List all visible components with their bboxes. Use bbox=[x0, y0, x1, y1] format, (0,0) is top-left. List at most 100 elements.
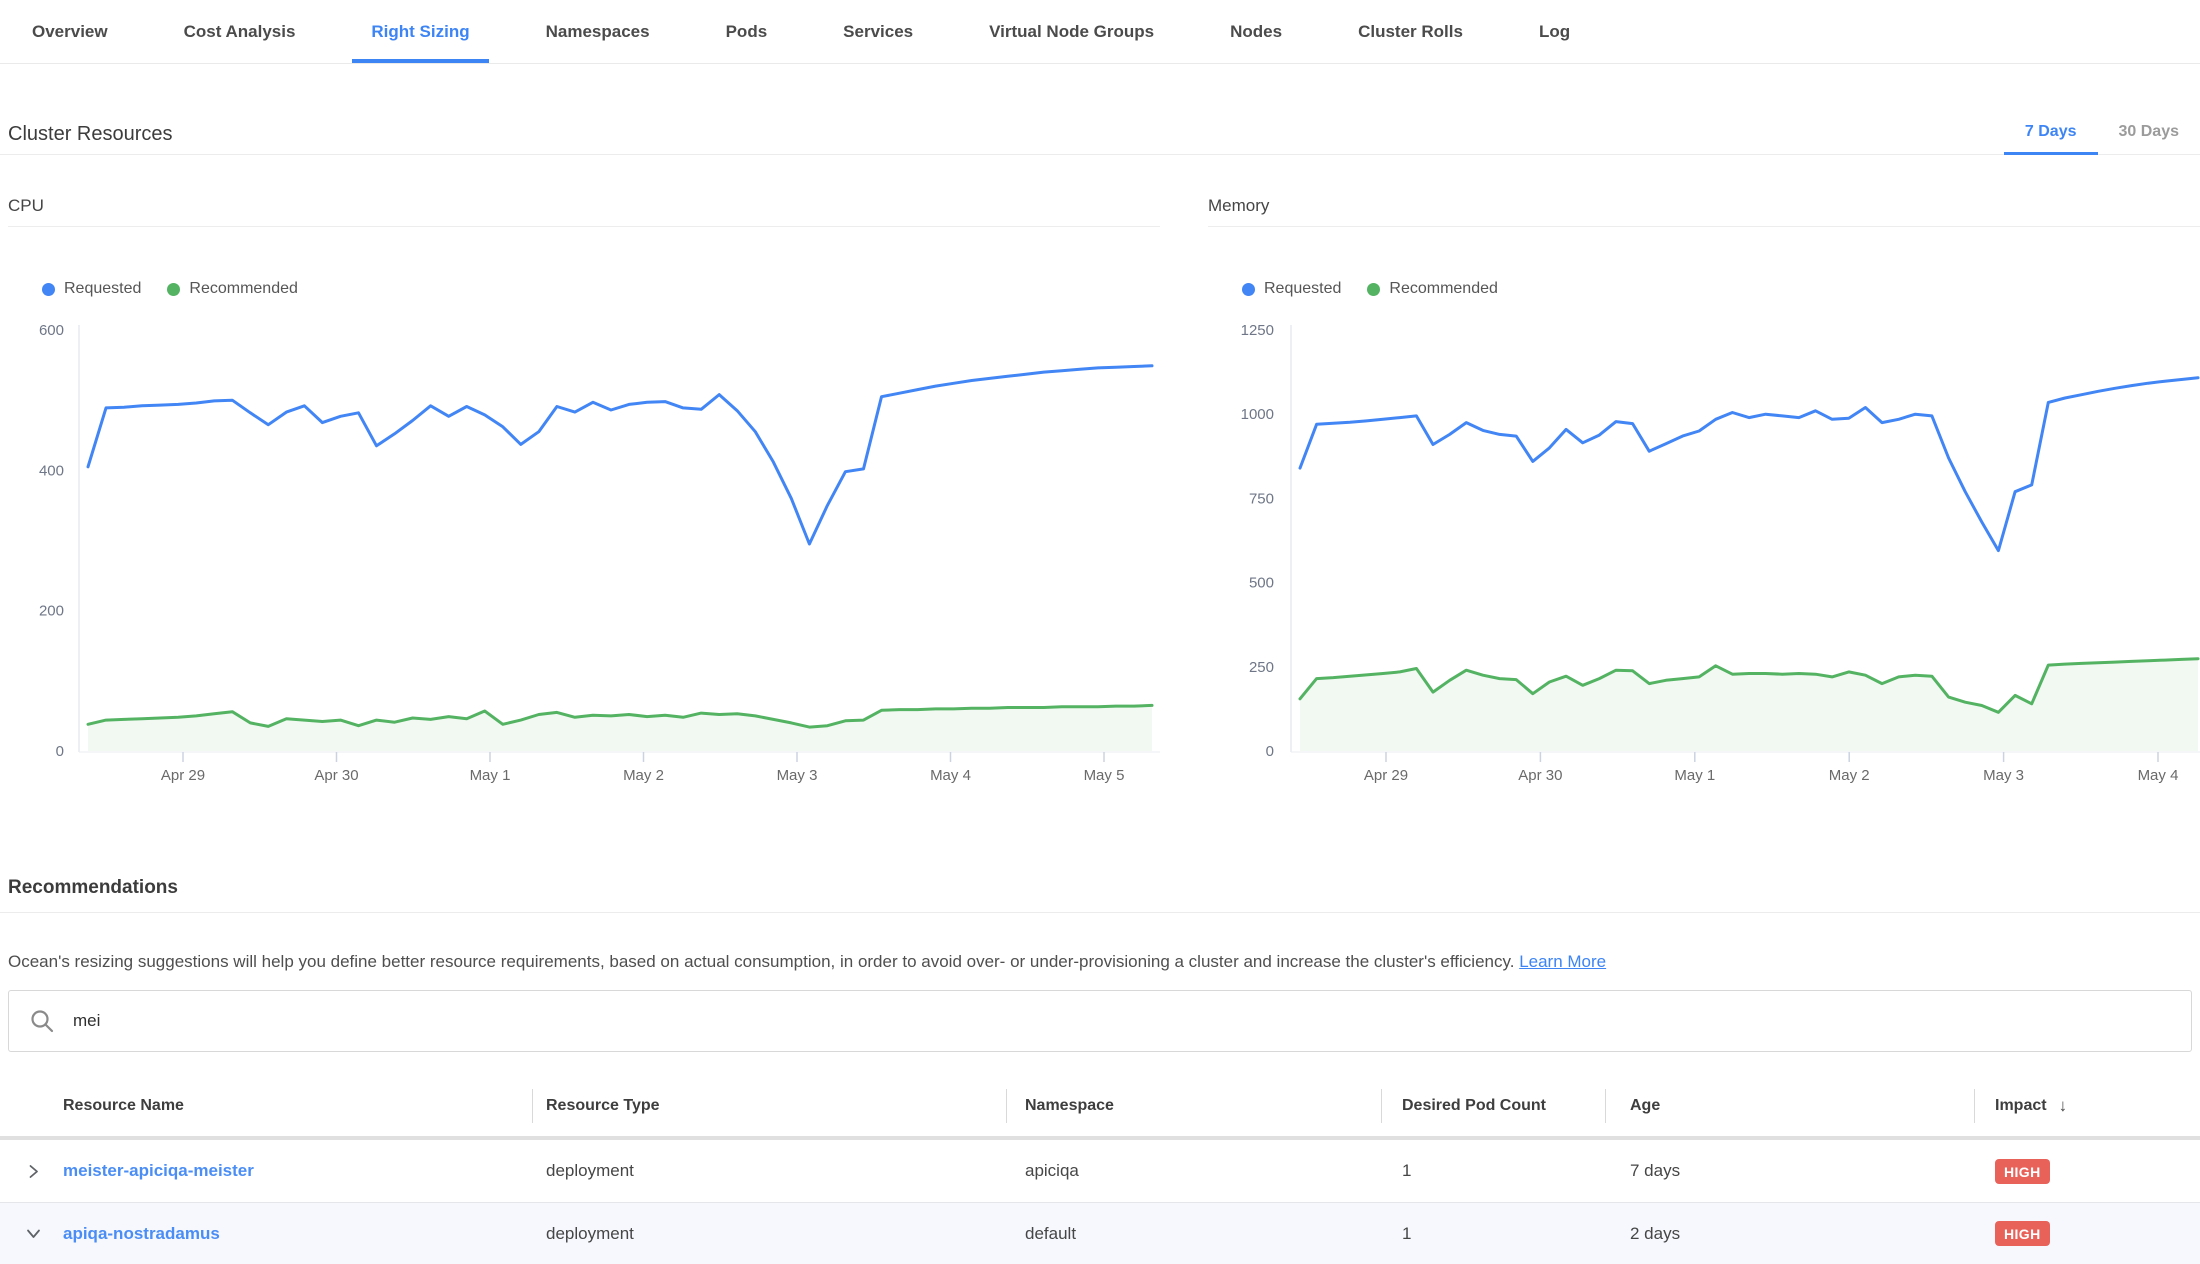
column-header-desired-pod-count[interactable]: Desired Pod Count bbox=[1381, 1076, 1605, 1136]
svg-text:250: 250 bbox=[1249, 659, 1274, 676]
svg-text:1000: 1000 bbox=[1241, 406, 1274, 423]
column-header-impact[interactable]: Impact ↓ bbox=[1974, 1076, 2200, 1136]
legend-item-recommended[interactable]: Recommended bbox=[167, 280, 298, 298]
cell-namespace: default bbox=[1006, 1224, 1381, 1244]
chevron-right-icon[interactable] bbox=[0, 1140, 63, 1202]
column-header-resource-name[interactable]: Resource Name bbox=[63, 1076, 532, 1136]
cell-impact: HIGH bbox=[1974, 1159, 2200, 1184]
svg-text:May 3: May 3 bbox=[1983, 767, 2024, 784]
legend-label: Requested bbox=[64, 280, 141, 298]
column-header-label: Age bbox=[1630, 1097, 1660, 1115]
table-body: meister-apiciqa-meisterdeploymentapiciqa… bbox=[0, 1140, 2200, 1264]
tab-services[interactable]: Services bbox=[824, 0, 932, 63]
svg-text:200: 200 bbox=[39, 603, 64, 620]
search-box[interactable] bbox=[8, 990, 2192, 1052]
search-icon bbox=[29, 1008, 55, 1034]
cluster-resources-header: Cluster Resources 7 Days30 Days bbox=[0, 64, 2200, 155]
column-header-resource-type[interactable]: Resource Type bbox=[532, 1076, 1006, 1136]
tab-namespaces[interactable]: Namespaces bbox=[527, 0, 669, 63]
svg-text:May 2: May 2 bbox=[623, 767, 664, 784]
svg-text:Apr 30: Apr 30 bbox=[1518, 767, 1562, 784]
legend-item-requested[interactable]: Requested bbox=[42, 280, 141, 298]
table-row: apiqa-nostradamus deploymentdefault12 day… bbox=[0, 1202, 2200, 1264]
cell-desired-pod-count: 1 bbox=[1381, 1224, 1605, 1244]
chevron-down-icon[interactable] bbox=[0, 1203, 63, 1264]
recommendations-table: Resource Name Resource Type Namespace Desir… bbox=[0, 1076, 2200, 1264]
recommendations-description-text: Ocean's resizing suggestions will help y… bbox=[8, 952, 1514, 971]
svg-text:750: 750 bbox=[1249, 490, 1274, 507]
svg-text:Apr 29: Apr 29 bbox=[1364, 767, 1408, 784]
legend-dot-requested bbox=[1242, 283, 1255, 296]
tab-right-sizing[interactable]: Right Sizing bbox=[352, 0, 488, 63]
learn-more-link[interactable]: Learn More bbox=[1519, 952, 1606, 971]
cell-desired-pod-count: 1 bbox=[1381, 1161, 1605, 1181]
svg-text:May 1: May 1 bbox=[1674, 767, 1715, 784]
table-row: meister-apiciqa-meister deploymentapiciqa… bbox=[0, 1140, 2200, 1202]
legend-item-recommended[interactable]: Recommended bbox=[1367, 280, 1498, 298]
time-range-tabs: 7 Days30 Days bbox=[2004, 110, 2200, 154]
cell-resource-type: deployment bbox=[532, 1224, 1006, 1244]
resource-name-link[interactable]: apiqa-nostradamus bbox=[63, 1224, 220, 1243]
recommendations-title: Recommendations bbox=[8, 877, 178, 899]
table-header-row: Resource Name Resource Type Namespace Desir… bbox=[0, 1076, 2200, 1136]
column-header-label: Impact bbox=[1995, 1097, 2047, 1115]
cell-age: 2 days bbox=[1605, 1224, 1974, 1244]
svg-text:500: 500 bbox=[1249, 575, 1274, 592]
column-header-label: Resource Type bbox=[546, 1097, 660, 1115]
impact-badge: HIGH bbox=[1995, 1221, 2050, 1246]
tab-log[interactable]: Log bbox=[1520, 0, 1589, 63]
svg-text:0: 0 bbox=[1266, 743, 1274, 760]
cell-resource-name: apiqa-nostradamus bbox=[63, 1224, 532, 1244]
divider bbox=[0, 912, 2200, 913]
legend-dot-requested bbox=[42, 283, 55, 296]
svg-text:Apr 29: Apr 29 bbox=[161, 767, 205, 784]
svg-text:May 3: May 3 bbox=[777, 767, 818, 784]
cell-impact: HIGH bbox=[1974, 1221, 2200, 1246]
legend-item-requested[interactable]: Requested bbox=[1242, 280, 1341, 298]
cpu-chart-title: CPU bbox=[8, 196, 1160, 227]
svg-text:May 5: May 5 bbox=[1084, 767, 1125, 784]
column-header-label: Resource Name bbox=[63, 1097, 184, 1115]
tab-cost-analysis[interactable]: Cost Analysis bbox=[165, 0, 315, 63]
legend-label: Recommended bbox=[189, 280, 298, 298]
cpu-chart: 6004002000Apr 29Apr 30May 1May 2May 3May… bbox=[8, 315, 1160, 785]
column-header-label: Namespace bbox=[1025, 1097, 1114, 1115]
cpu-chart-panel: CPU RequestedRecommended 6004002000Apr 2… bbox=[8, 196, 1160, 785]
tab-overview[interactable]: Overview bbox=[13, 0, 127, 63]
page-title: Cluster Resources bbox=[8, 123, 173, 146]
impact-badge: HIGH bbox=[1995, 1159, 2050, 1184]
svg-text:May 4: May 4 bbox=[930, 767, 971, 784]
tab-pods[interactable]: Pods bbox=[707, 0, 787, 63]
column-header-namespace[interactable]: Namespace bbox=[1006, 1076, 1381, 1136]
search-input[interactable] bbox=[71, 1010, 2171, 1032]
column-header-age[interactable]: Age bbox=[1605, 1076, 1974, 1136]
cell-resource-name: meister-apiciqa-meister bbox=[63, 1161, 532, 1181]
column-header-label: Desired Pod Count bbox=[1402, 1097, 1546, 1115]
cell-namespace: apiciqa bbox=[1006, 1161, 1381, 1181]
legend-dot-recommended bbox=[167, 283, 180, 296]
memory-chart-panel: Memory Requested Recommended 1250 1000 750 5… bbox=[1208, 196, 2200, 785]
svg-text:0: 0 bbox=[56, 743, 64, 760]
svg-text:Apr 30: Apr 30 bbox=[314, 767, 358, 784]
sort-desc-icon[interactable]: ↓ bbox=[2059, 1096, 2068, 1116]
svg-text:May 2: May 2 bbox=[1829, 767, 1870, 784]
svg-text:400: 400 bbox=[39, 462, 64, 479]
legend-label: Requested bbox=[1264, 280, 1341, 298]
memory-chart-title: Memory bbox=[1208, 196, 2200, 227]
tab-virtual-node-groups[interactable]: Virtual Node Groups bbox=[970, 0, 1173, 63]
recommendations-description: Ocean's resizing suggestions will help y… bbox=[8, 950, 2192, 974]
cpu-chart-legend: Requested Recommended bbox=[42, 278, 1160, 300]
memory-chart: 1250 1000 750 500 250 0 Apr 29 Apr 30 May 1 May 2… bbox=[1208, 315, 2200, 785]
range-tab-7-days[interactable]: 7 Days bbox=[2004, 110, 2098, 154]
cell-age: 7 days bbox=[1605, 1161, 1974, 1181]
cell-resource-type: deployment bbox=[532, 1161, 1006, 1181]
resource-name-link[interactable]: meister-apiciqa-meister bbox=[63, 1161, 254, 1180]
legend-dot-recommended bbox=[1367, 283, 1380, 296]
range-tab-30-days[interactable]: 30 Days bbox=[2098, 110, 2200, 154]
svg-text:May 4: May 4 bbox=[2138, 767, 2179, 784]
top-tab-bar: Overview Cost Analysis Right Sizing Namespa… bbox=[0, 0, 2200, 64]
tab-nodes[interactable]: Nodes bbox=[1211, 0, 1301, 63]
svg-text:1250: 1250 bbox=[1241, 322, 1274, 339]
svg-text:May 1: May 1 bbox=[470, 767, 511, 784]
tab-cluster-rolls[interactable]: Cluster Rolls bbox=[1339, 0, 1482, 63]
